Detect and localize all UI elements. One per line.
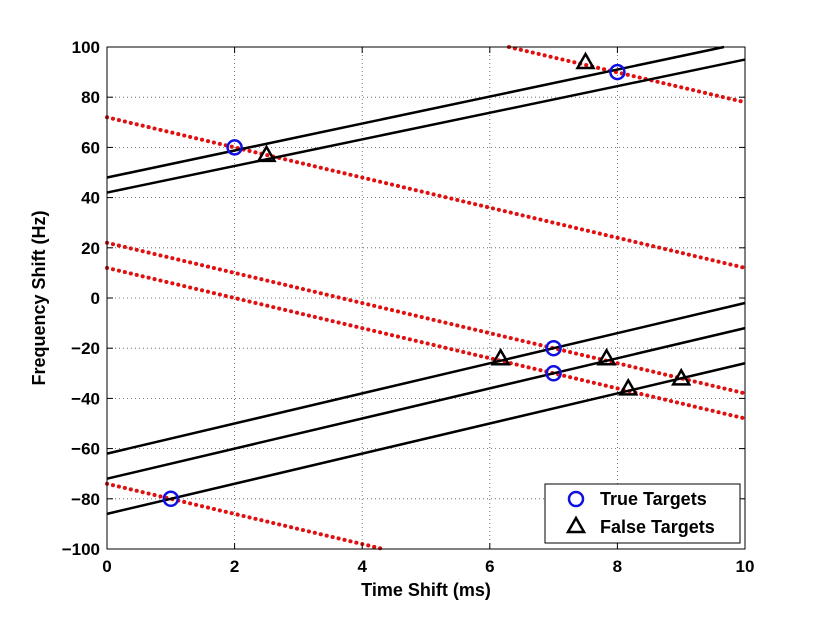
x-axis-label: Time Shift (ms) bbox=[361, 580, 491, 600]
x-tick-label: 0 bbox=[102, 557, 111, 576]
dotted-line bbox=[105, 265, 747, 421]
y-axis-label: Frequency Shift (Hz) bbox=[29, 210, 49, 385]
legend-false-targets-marker bbox=[565, 515, 587, 534]
true-target-marker bbox=[226, 139, 243, 156]
y-tick-label: −100 bbox=[62, 540, 100, 559]
y-tick-label: 100 bbox=[72, 38, 100, 57]
y-tick-label: 40 bbox=[81, 189, 100, 208]
false-target-marker bbox=[671, 367, 692, 386]
solid-line bbox=[106, 362, 746, 516]
y-tick-label: 0 bbox=[91, 289, 100, 308]
plot-background bbox=[107, 47, 745, 549]
solid-line bbox=[106, 45, 725, 179]
x-tick-label: 2 bbox=[230, 557, 239, 576]
dotted-line bbox=[105, 240, 747, 396]
legend: True Targets False Targets bbox=[544, 483, 741, 544]
legend-false-targets-label: False Targets bbox=[600, 517, 715, 537]
false-target-marker bbox=[618, 377, 639, 396]
legend-true-targets-label: True Targets bbox=[600, 489, 707, 509]
false-target-marker bbox=[575, 51, 596, 70]
false-target-marker bbox=[490, 347, 511, 366]
x-tick-label: 10 bbox=[736, 557, 755, 576]
dotted-line bbox=[105, 481, 386, 551]
x-tick-label: 4 bbox=[357, 557, 367, 576]
dotted-line bbox=[105, 115, 747, 270]
false-target-marker bbox=[596, 347, 617, 366]
true-target-marker bbox=[609, 63, 626, 81]
dotted-line bbox=[506, 45, 747, 105]
solid-line bbox=[106, 58, 746, 194]
y-tick-label: 20 bbox=[81, 239, 100, 258]
y-tick-label: −40 bbox=[71, 389, 100, 408]
y-tick-label: 60 bbox=[81, 138, 100, 157]
y-tick-label: −80 bbox=[71, 490, 100, 509]
y-tick-label: 80 bbox=[81, 88, 100, 107]
data-lines bbox=[105, 45, 747, 551]
true-target-marker bbox=[162, 490, 180, 508]
x-tick-label: 6 bbox=[485, 557, 494, 576]
x-tick-label: 8 bbox=[613, 557, 622, 576]
true-target-marker bbox=[545, 339, 562, 357]
y-tick-label: −20 bbox=[71, 339, 100, 358]
false-target-marker bbox=[256, 144, 277, 163]
solid-line bbox=[106, 301, 746, 455]
y-tick-label: −60 bbox=[71, 440, 100, 459]
true-target-marker bbox=[545, 365, 562, 382]
legend-true-targets-marker bbox=[567, 490, 585, 508]
axis-ticks: 0 2 4 6 8 10 −100 −80 −60 −40 −20 0 20 40 60 80 100 bbox=[62, 38, 755, 576]
solid-line bbox=[106, 326, 746, 480]
data-markers bbox=[162, 51, 692, 508]
